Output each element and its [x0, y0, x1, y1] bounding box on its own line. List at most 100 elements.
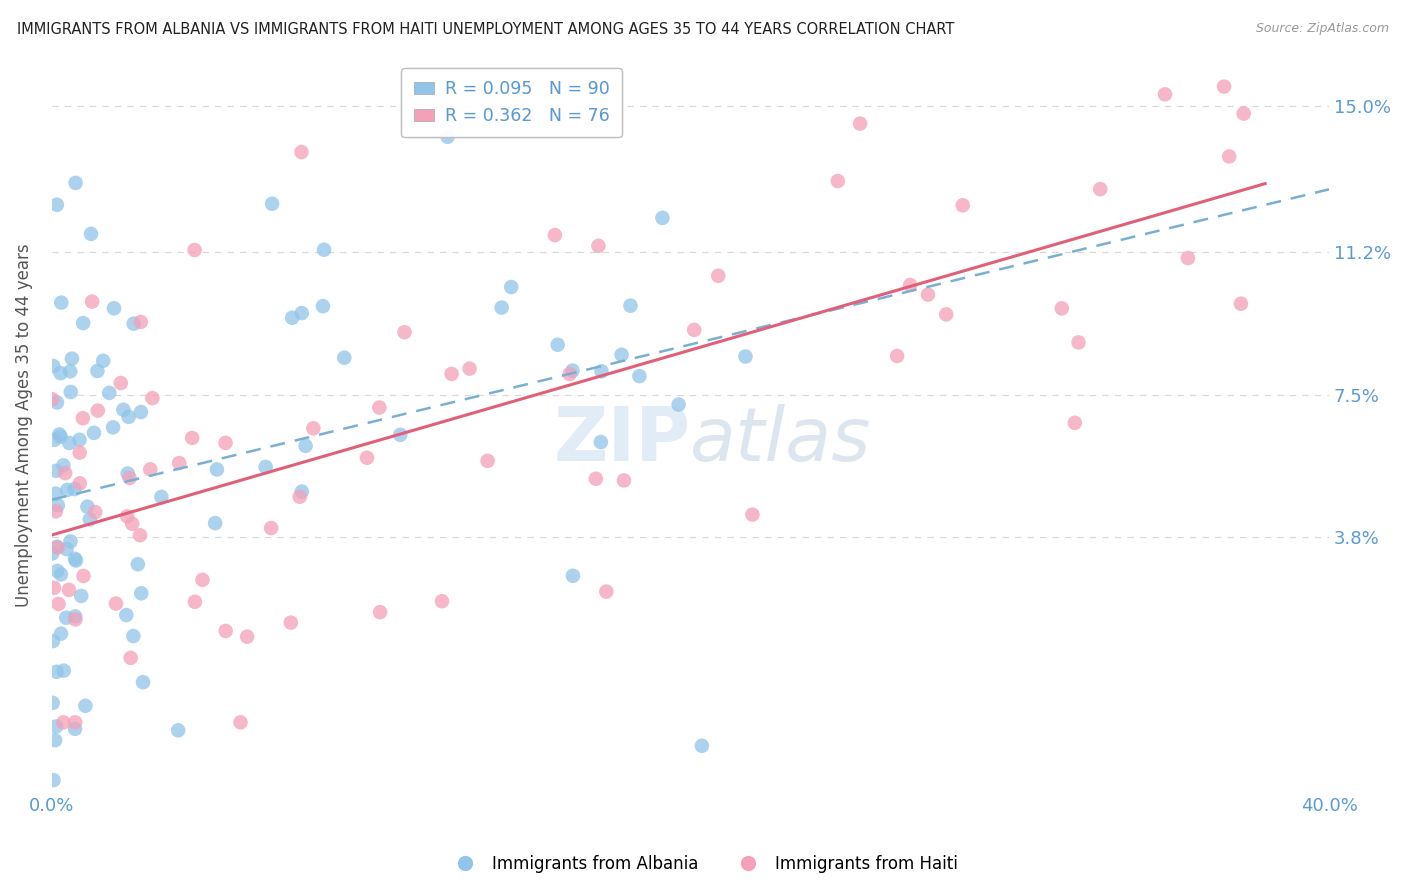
Point — [129, 586, 152, 600]
Point — [80, 227, 103, 241]
Text: ZIP: ZIP — [553, 404, 690, 477]
Point — [229, 715, 252, 730]
Point — [48, 597, 70, 611]
Point — [214, 624, 236, 638]
Point — [49, 626, 72, 640]
Point — [707, 268, 730, 283]
Point — [65, 612, 87, 626]
Point — [236, 630, 259, 644]
Point — [83, 425, 105, 440]
Point — [561, 569, 583, 583]
Point — [436, 129, 458, 144]
Point — [110, 376, 132, 390]
Point — [291, 306, 314, 320]
Point — [46, 564, 69, 578]
Point — [76, 500, 98, 514]
Point — [101, 420, 124, 434]
Point — [1233, 106, 1256, 120]
Text: Source: ZipAtlas.com: Source: ZipAtlas.com — [1256, 22, 1389, 36]
Point — [205, 462, 228, 476]
Point — [56, 483, 79, 497]
Point — [935, 307, 957, 321]
Text: atlas: atlas — [690, 404, 872, 476]
Point — [46, 395, 69, 409]
Point — [52, 458, 75, 473]
Point — [1090, 182, 1112, 196]
Point — [628, 369, 651, 384]
Point — [91, 353, 114, 368]
Point — [45, 464, 67, 478]
Point — [103, 301, 125, 316]
Point — [619, 299, 641, 313]
Point — [129, 528, 152, 542]
Point — [59, 534, 82, 549]
Point — [60, 351, 83, 366]
Point — [1177, 251, 1199, 265]
Point — [1067, 335, 1090, 350]
Point — [1154, 87, 1177, 102]
Point — [86, 364, 108, 378]
Y-axis label: Unemployment Among Ages 35 to 44 years: Unemployment Among Ages 35 to 44 years — [15, 244, 32, 607]
Point — [44, 733, 66, 747]
Point — [122, 317, 145, 331]
Point — [588, 239, 610, 253]
Point — [84, 505, 107, 519]
Point — [72, 411, 94, 425]
Point — [1050, 301, 1073, 316]
Point — [440, 367, 463, 381]
Point — [290, 145, 312, 159]
Point — [42, 359, 65, 373]
Point — [45, 665, 67, 679]
Point — [72, 316, 94, 330]
Point — [45, 504, 67, 518]
Point — [55, 542, 77, 557]
Point — [167, 456, 190, 470]
Legend: Immigrants from Albania, Immigrants from Haiti: Immigrants from Albania, Immigrants from… — [441, 848, 965, 880]
Point — [1063, 416, 1085, 430]
Point — [63, 482, 86, 496]
Point — [734, 350, 756, 364]
Point — [70, 589, 93, 603]
Point — [42, 634, 65, 648]
Point — [87, 403, 110, 417]
Point — [69, 433, 91, 447]
Point — [368, 401, 391, 415]
Point — [118, 471, 141, 485]
Point — [52, 664, 75, 678]
Point — [183, 243, 205, 257]
Point — [477, 454, 499, 468]
Point — [48, 427, 70, 442]
Legend: R = 0.095   N = 90, R = 0.362   N = 76: R = 0.095 N = 90, R = 0.362 N = 76 — [401, 69, 621, 137]
Point — [65, 176, 87, 190]
Point — [49, 429, 72, 443]
Point — [49, 366, 72, 380]
Point — [167, 723, 190, 738]
Point — [741, 508, 763, 522]
Point — [63, 722, 86, 736]
Point — [849, 117, 872, 131]
Point — [41, 392, 63, 407]
Point — [827, 174, 849, 188]
Point — [139, 462, 162, 476]
Point — [690, 739, 713, 753]
Point — [69, 445, 91, 459]
Point — [52, 715, 75, 730]
Point — [281, 310, 304, 325]
Point — [302, 421, 325, 435]
Point — [69, 476, 91, 491]
Point — [45, 719, 67, 733]
Point — [46, 499, 69, 513]
Point — [613, 474, 636, 488]
Point — [132, 675, 155, 690]
Point — [191, 573, 214, 587]
Point — [59, 364, 82, 378]
Point — [501, 280, 523, 294]
Point — [115, 509, 138, 524]
Point — [368, 605, 391, 619]
Point — [333, 351, 356, 365]
Point — [558, 367, 581, 381]
Point — [204, 516, 226, 530]
Point — [1230, 296, 1253, 310]
Point — [262, 196, 284, 211]
Point — [668, 398, 690, 412]
